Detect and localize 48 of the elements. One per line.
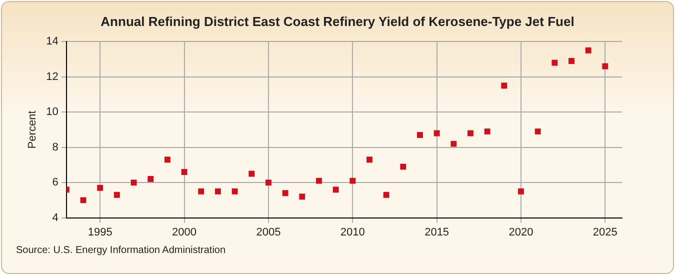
point [282, 190, 288, 196]
x-tick-label: 1995 [88, 226, 112, 238]
x-tick-label: 2000 [172, 226, 197, 238]
point [434, 130, 440, 136]
x-tick-label: 2015 [424, 226, 450, 238]
x-tick-label: 2020 [508, 226, 534, 238]
point [518, 188, 524, 194]
point [198, 188, 204, 194]
point [148, 176, 154, 182]
point [248, 170, 255, 177]
point [332, 186, 339, 193]
point [552, 60, 558, 66]
point [383, 192, 390, 198]
point [316, 178, 322, 184]
point [114, 192, 120, 198]
y-axis-title: Percent [26, 110, 39, 149]
y-tick-label: 6 [52, 176, 58, 189]
point [534, 128, 541, 134]
point [468, 130, 474, 136]
point [417, 132, 423, 138]
point [232, 188, 238, 194]
point [265, 180, 272, 186]
chart-title: Annual Refining District East Coast Refinery Yield of Kerosene-Type Jet Fuel [100, 14, 576, 29]
point [501, 82, 508, 89]
x-tick-label: 2025 [592, 226, 618, 238]
source-note: Source: U.S. Energy Information Administration [16, 245, 226, 256]
point [400, 164, 406, 170]
point [164, 156, 170, 163]
point [585, 47, 592, 54]
y-tick-label: 4 [52, 212, 58, 224]
y-tick-label: 14 [46, 36, 58, 48]
point [484, 128, 490, 134]
y-tick-label: 12 [46, 70, 58, 83]
y-tick-label: 10 [46, 106, 58, 118]
point [299, 194, 306, 200]
x-tick-label: 2005 [256, 226, 281, 238]
x-tick-label: 2010 [340, 226, 365, 238]
point [602, 63, 608, 70]
point [80, 197, 86, 204]
point [366, 156, 372, 163]
point [568, 58, 574, 64]
point [214, 188, 221, 194]
y-tick-label: 8 [52, 141, 58, 154]
point [181, 169, 188, 175]
point [130, 180, 137, 186]
point [450, 140, 457, 147]
point [350, 178, 356, 184]
point [97, 184, 104, 191]
